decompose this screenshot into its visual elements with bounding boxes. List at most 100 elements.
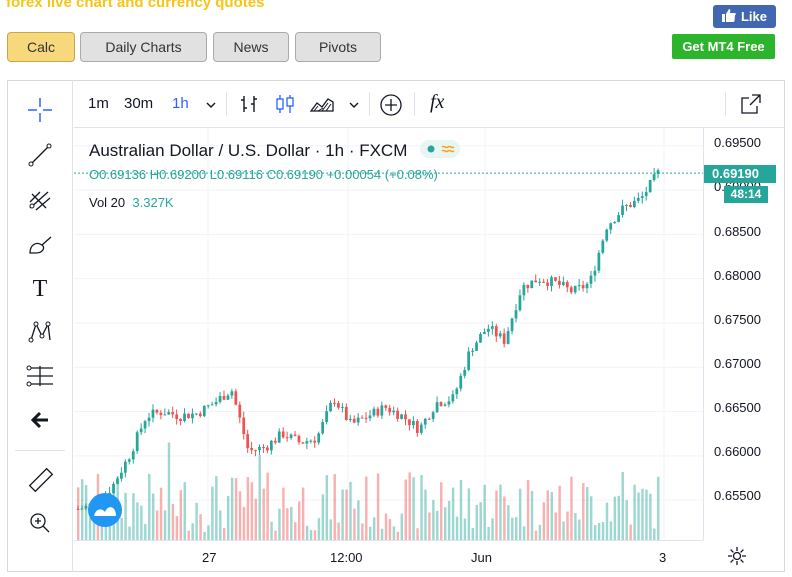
chart-settings-button[interactable] xyxy=(727,546,747,571)
candle-body xyxy=(337,403,340,408)
tab-pivots[interactable]: Pivots xyxy=(295,32,381,62)
volume-bar xyxy=(250,482,254,540)
text-icon: T xyxy=(32,275,48,302)
volume-bar xyxy=(317,518,321,540)
tab-news[interactable]: News xyxy=(213,32,289,62)
candle-body xyxy=(281,431,285,438)
tab-calc[interactable]: Calc xyxy=(7,32,75,62)
candle-body xyxy=(195,413,198,415)
price-chart[interactable] xyxy=(74,128,703,540)
candle-body xyxy=(384,405,388,408)
volume-bar xyxy=(522,526,526,540)
timeframe-dropdown[interactable] xyxy=(205,97,217,115)
candle-body xyxy=(640,196,644,199)
candle-body xyxy=(258,446,261,451)
pattern-tool[interactable] xyxy=(7,315,73,349)
price-label: 0.69500 xyxy=(714,135,761,150)
candle-body xyxy=(494,326,498,337)
volume-bar xyxy=(483,484,486,540)
add-indicator-button[interactable] xyxy=(379,93,403,122)
candle-body xyxy=(629,205,632,208)
time-axis[interactable]: 27 12:00 Jun 3 xyxy=(74,540,703,572)
volume-bar xyxy=(167,442,171,540)
candle-body xyxy=(467,351,471,370)
candle-body xyxy=(143,421,147,429)
volume-bar xyxy=(609,521,613,540)
volume-bar xyxy=(416,528,419,540)
candle-body xyxy=(356,417,360,423)
candle-body xyxy=(589,275,593,284)
candle-body xyxy=(388,407,392,413)
candle-body xyxy=(475,342,478,351)
symbol-name: Australian Dollar / U.S. Dollar · 1h · F… xyxy=(89,140,408,160)
volume-bar xyxy=(400,513,404,540)
volume-bar xyxy=(546,490,550,540)
position-tool[interactable] xyxy=(7,359,73,393)
timeframe-1h[interactable]: 1h xyxy=(172,95,189,112)
candle-body xyxy=(550,277,553,286)
time-label: 12:00 xyxy=(330,550,363,565)
facebook-like-button[interactable]: Like xyxy=(713,5,776,28)
toolbar-separator xyxy=(725,92,726,116)
volume-bar xyxy=(171,503,175,540)
chevron-down-icon xyxy=(206,102,216,108)
candle-body xyxy=(518,295,522,311)
price-label: 0.67000 xyxy=(714,356,761,371)
crosshair-tool[interactable] xyxy=(7,93,73,127)
pitchfork-tool[interactable] xyxy=(7,183,73,217)
zoom-tool[interactable] xyxy=(7,506,73,540)
bar-style-button[interactable] xyxy=(238,93,260,120)
indicators-button[interactable]: fx xyxy=(430,91,444,114)
candle-body xyxy=(297,435,301,443)
candle-body xyxy=(179,418,182,421)
text-tool[interactable]: T xyxy=(7,272,73,306)
candle-body xyxy=(329,402,332,412)
volume-bar xyxy=(503,496,506,540)
timeframe-1m[interactable]: 1m xyxy=(88,95,109,112)
volume-bar xyxy=(372,517,376,540)
volume-bar xyxy=(491,518,494,540)
candle-body xyxy=(435,402,439,413)
candle-body xyxy=(120,472,123,479)
volume-bar xyxy=(353,508,356,540)
volume-bar xyxy=(242,507,246,540)
pattern-icon xyxy=(28,321,51,343)
tab-daily-charts[interactable]: Daily Charts xyxy=(80,32,207,62)
volume-bar xyxy=(365,476,368,540)
volume-bar xyxy=(226,495,230,540)
price-axis[interactable]: 0.69500 0.69000 0.68500 0.68000 0.67500 … xyxy=(703,128,785,540)
back-tool[interactable] xyxy=(7,403,73,437)
ruler-tool[interactable] xyxy=(7,463,73,497)
volume-bar xyxy=(151,493,155,540)
timeframe-30m[interactable]: 30m xyxy=(124,95,154,112)
candle-body xyxy=(581,285,585,289)
volume-bar xyxy=(345,489,348,540)
candle-body xyxy=(325,411,328,423)
area-style-button[interactable] xyxy=(309,93,335,120)
get-mt4-button[interactable]: Get MT4 Free xyxy=(672,34,775,59)
volume-bar xyxy=(578,519,581,540)
candle-body xyxy=(400,414,403,419)
gear-icon xyxy=(728,547,746,565)
candle-body xyxy=(613,221,617,224)
volume-bar xyxy=(309,530,313,540)
candle-body xyxy=(609,223,613,230)
volume-bar xyxy=(349,481,352,540)
candle-body xyxy=(490,326,494,329)
volume-bar xyxy=(388,519,392,540)
brush-tool[interactable] xyxy=(7,228,73,262)
candle-body xyxy=(601,240,605,253)
volume-bar xyxy=(361,523,364,540)
candle-body xyxy=(352,418,356,423)
candle-body xyxy=(597,252,601,271)
volume-bar xyxy=(404,479,407,540)
volume-bar xyxy=(384,513,388,540)
trendline-tool[interactable] xyxy=(7,138,73,172)
volume-bar xyxy=(321,494,325,540)
volume-bar xyxy=(432,500,435,540)
volume-bar xyxy=(633,484,636,540)
style-dropdown[interactable] xyxy=(348,97,360,115)
fullscreen-button[interactable] xyxy=(739,92,763,121)
volume-bar xyxy=(613,496,617,540)
candle-style-button[interactable] xyxy=(274,93,296,120)
